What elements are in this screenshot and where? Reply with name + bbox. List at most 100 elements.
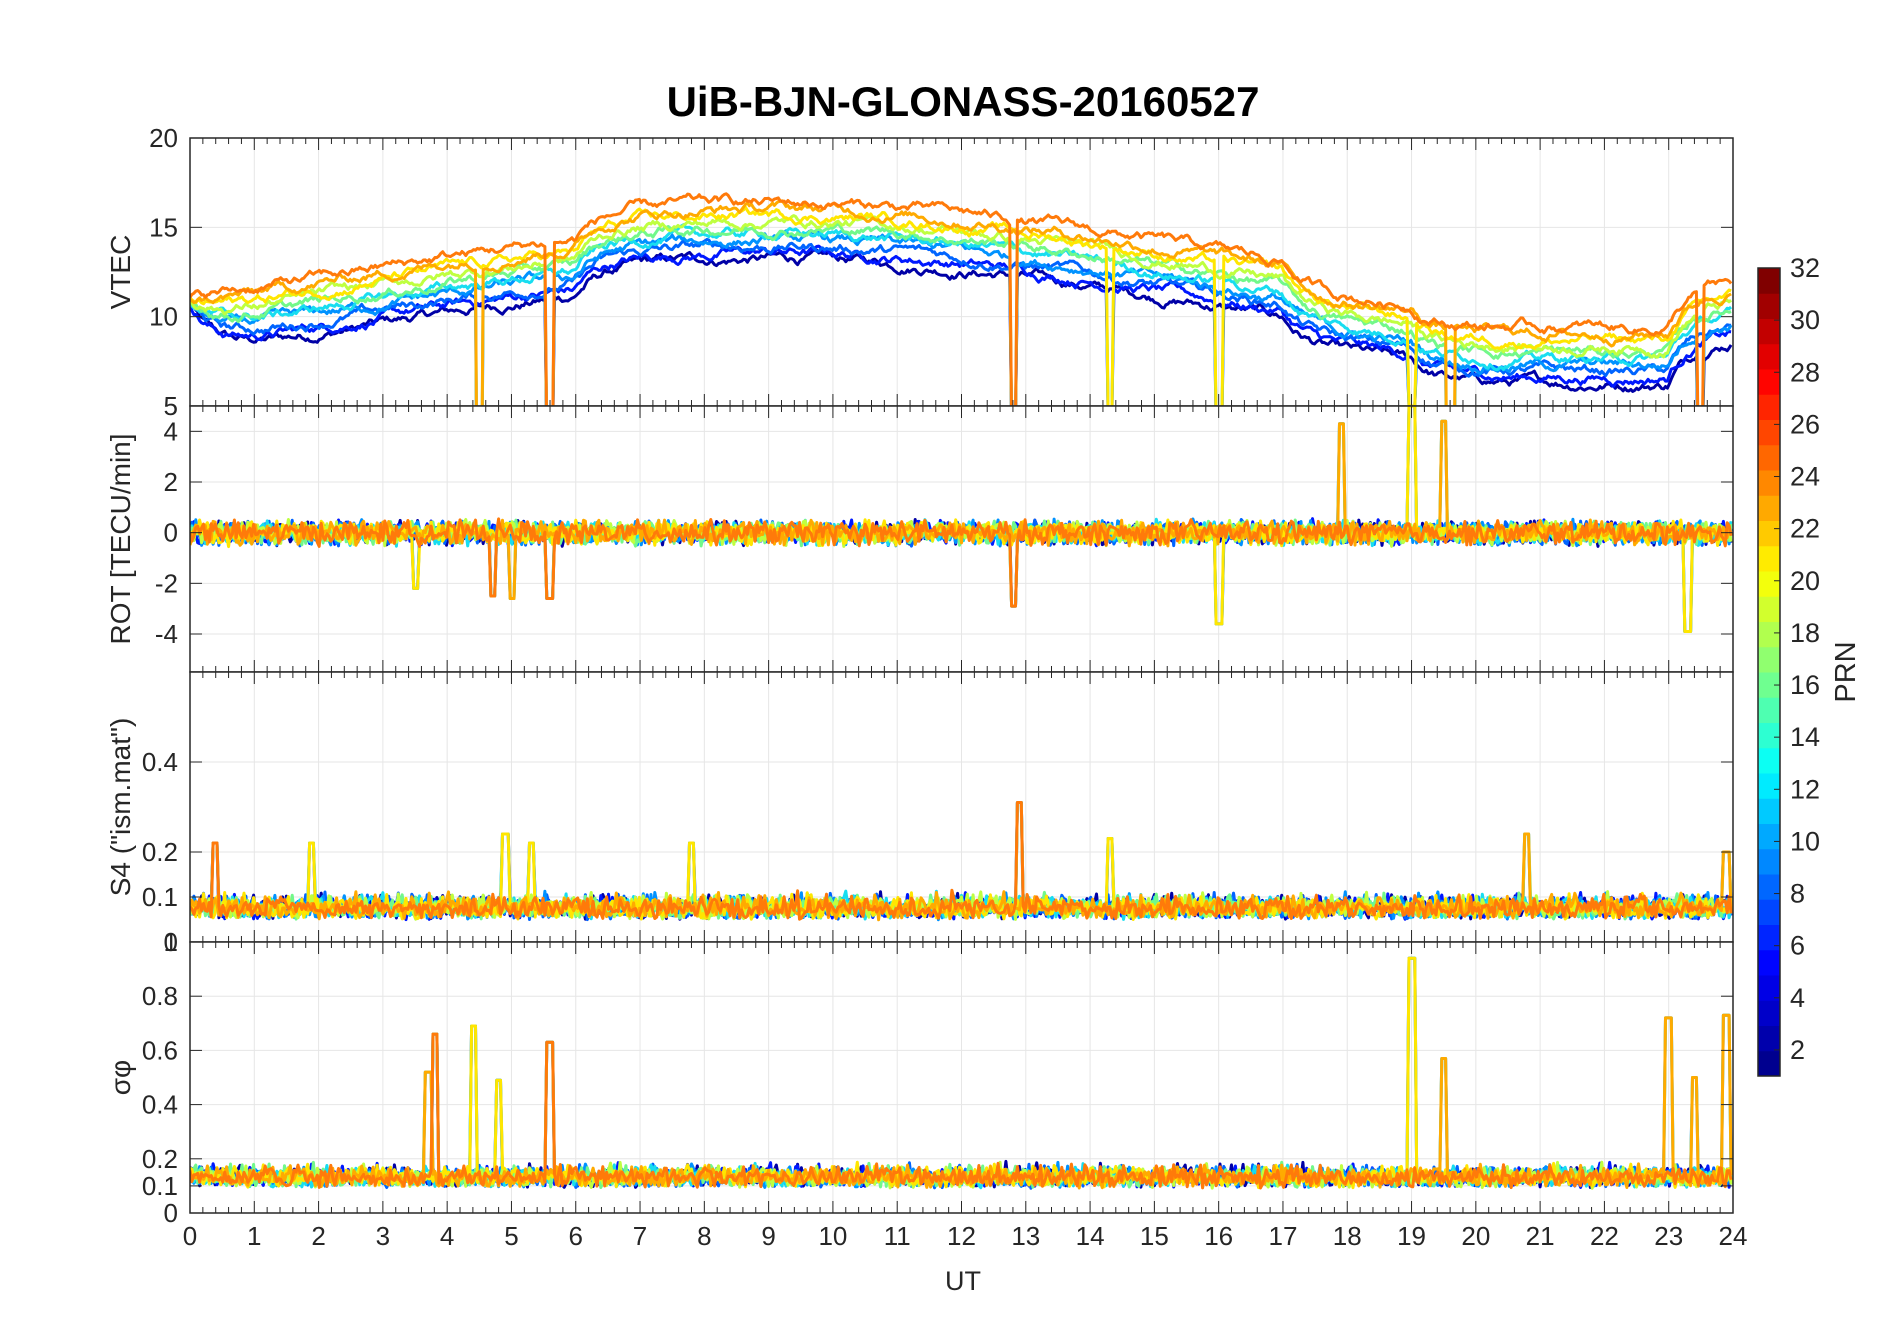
x-tick-label: 5 bbox=[504, 1221, 518, 1251]
colorbar-tick-label: 6 bbox=[1790, 931, 1805, 961]
y-axis-label-sigma-phi: σφ bbox=[105, 1060, 136, 1095]
colorbar-swatch bbox=[1758, 520, 1780, 547]
colorbar-tick-label: 30 bbox=[1790, 305, 1820, 335]
x-tick-label: 15 bbox=[1140, 1221, 1169, 1251]
y-tick-label: 0 bbox=[164, 927, 178, 957]
x-tick-label: 17 bbox=[1268, 1221, 1297, 1251]
x-tick-label: 23 bbox=[1654, 1221, 1683, 1251]
x-tick-label: 4 bbox=[440, 1221, 454, 1251]
colorbar-tick-label: 28 bbox=[1790, 357, 1820, 387]
colorbar-swatch bbox=[1758, 268, 1780, 294]
y-tick-label: 0.1 bbox=[142, 882, 178, 912]
y-tick-label: 0.6 bbox=[142, 1035, 178, 1065]
panel-rot: -4 -2 0 2 4 ROT [TECU/min] bbox=[105, 405, 1734, 673]
x-tick-label: 10 bbox=[818, 1221, 847, 1251]
x-tick-label: 13 bbox=[1011, 1221, 1040, 1251]
colorbar-swatch bbox=[1758, 722, 1780, 749]
y-tick-label: 0.2 bbox=[142, 1144, 178, 1174]
x-tick-label: 3 bbox=[376, 1221, 390, 1251]
colorbar-tick-label: 4 bbox=[1790, 983, 1805, 1013]
colorbar-swatch bbox=[1758, 874, 1780, 900]
x-tick-label: 19 bbox=[1397, 1221, 1426, 1251]
colorbar-swatch bbox=[1758, 596, 1780, 622]
colorbar-swatch bbox=[1758, 1025, 1780, 1052]
colorbar-swatch bbox=[1758, 495, 1780, 521]
y-axis-label-s4: S4 ("ism.mat") bbox=[105, 718, 136, 897]
y-tick-label: 0.4 bbox=[142, 747, 178, 777]
colorbar-swatch bbox=[1758, 848, 1780, 875]
prn-series-20 bbox=[190, 205, 1732, 406]
chart-title: UiB-BJN-GLONASS-20160527 bbox=[667, 78, 1260, 125]
y-axis-label-vtec: VTEC bbox=[105, 235, 136, 310]
colorbar-swatch bbox=[1758, 571, 1780, 597]
colorbar-swatch bbox=[1758, 318, 1780, 345]
colorbar-tick-label: 12 bbox=[1790, 774, 1820, 804]
y-tick-label: -2 bbox=[155, 568, 178, 598]
y-tick-label: 15 bbox=[149, 212, 178, 242]
colorbar-swatch bbox=[1758, 672, 1780, 698]
colorbar-swatch bbox=[1758, 1000, 1780, 1026]
colorbar-tick-label: 22 bbox=[1790, 514, 1820, 544]
colorbar-swatch bbox=[1758, 773, 1780, 799]
colorbar-tick-label: 20 bbox=[1790, 566, 1820, 596]
colorbar-tick-label: 26 bbox=[1790, 409, 1820, 439]
colorbar-swatch bbox=[1758, 646, 1780, 673]
x-tick-label: 2 bbox=[311, 1221, 325, 1251]
panel-vtec: 5 10 15 20 VTEC bbox=[105, 123, 1734, 421]
y-tick-label: 1 bbox=[164, 927, 178, 957]
colorbar-swatch bbox=[1758, 1050, 1780, 1077]
colorbar-swatch bbox=[1758, 798, 1780, 824]
x-tick-label: 12 bbox=[947, 1221, 976, 1251]
y-tick-label: 10 bbox=[149, 302, 178, 332]
y-tick-label: 0.4 bbox=[142, 1090, 178, 1120]
colorbar-swatch bbox=[1758, 747, 1780, 774]
y-tick-label: 4 bbox=[164, 416, 178, 446]
x-tick-label: 8 bbox=[697, 1221, 711, 1251]
x-axis-label: UT bbox=[945, 1266, 981, 1296]
colorbar-tick-label: 14 bbox=[1790, 722, 1820, 752]
colorbar-tick-label: 18 bbox=[1790, 618, 1820, 648]
x-tick-label: 14 bbox=[1076, 1221, 1105, 1251]
colorbar-swatch bbox=[1758, 470, 1780, 496]
x-tick-label: 21 bbox=[1526, 1221, 1555, 1251]
y-tick-label: 0.8 bbox=[142, 981, 178, 1011]
colorbar-tick-label: 32 bbox=[1790, 253, 1820, 283]
prn-series-24 bbox=[190, 801, 1733, 921]
prn-series-24 bbox=[190, 192, 1733, 406]
colorbar-tick-label: 2 bbox=[1790, 1035, 1805, 1065]
series-group bbox=[190, 801, 1733, 922]
x-tick-label: 0 bbox=[183, 1221, 197, 1251]
prn-series-24 bbox=[190, 517, 1733, 608]
colorbar-swatch bbox=[1758, 394, 1780, 420]
x-tick-label: 7 bbox=[633, 1221, 647, 1251]
colorbar-tick-label: 10 bbox=[1790, 826, 1820, 856]
colorbar-swatch bbox=[1758, 899, 1780, 925]
y-tick-label: 2 bbox=[164, 467, 178, 497]
y-tick-label: 0.1 bbox=[142, 1171, 178, 1201]
prn-series-18 bbox=[190, 214, 1733, 406]
colorbar-swatch bbox=[1758, 823, 1780, 850]
colorbar-swatch bbox=[1758, 444, 1780, 471]
colorbar-swatch bbox=[1758, 924, 1780, 951]
prn-series-7 bbox=[190, 237, 1732, 406]
colorbar-swatch bbox=[1758, 419, 1780, 446]
x-tick-label: 20 bbox=[1461, 1221, 1490, 1251]
colorbar-swatch bbox=[1758, 697, 1780, 723]
y-tick-label: -4 bbox=[155, 619, 178, 649]
x-tick-label: 22 bbox=[1590, 1221, 1619, 1251]
x-tick-label: 18 bbox=[1333, 1221, 1362, 1251]
y-tick-label: 5 bbox=[164, 391, 178, 421]
x-tick-label: 9 bbox=[761, 1221, 775, 1251]
prn-series-20 bbox=[190, 832, 1733, 921]
x-tick-label: 16 bbox=[1204, 1221, 1233, 1251]
y-tick-label: 0 bbox=[164, 1198, 178, 1228]
colorbar-swatch bbox=[1758, 975, 1780, 1001]
x-axis: 0 1 2 3 4 5 6 7 8 9 10 11 12 13 14 15 16 17 18 19 20 21 22 23 24 bbox=[183, 1221, 1748, 1251]
x-tick-label: 11 bbox=[884, 1221, 911, 1251]
panel-s4: 0 0.1 0.2 0.4S4 ("ism.mat") bbox=[105, 671, 1734, 957]
prn-series-22 bbox=[190, 199, 1732, 406]
